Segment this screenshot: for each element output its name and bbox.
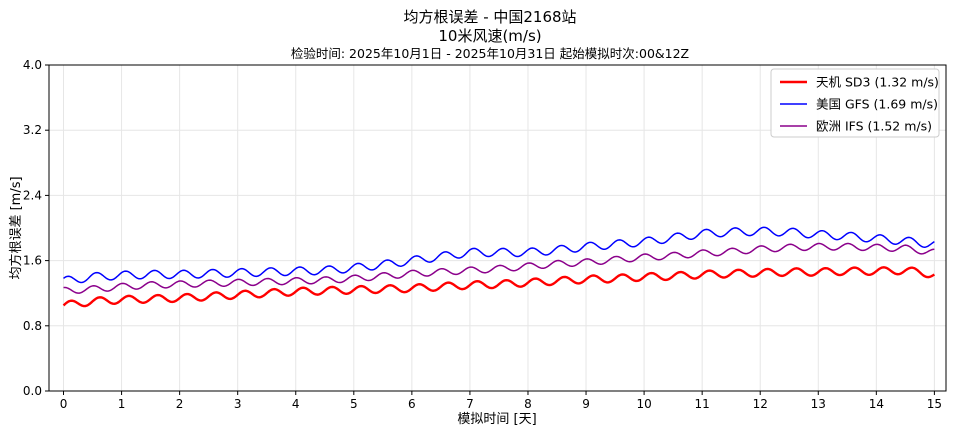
- x-tick-label: 8: [524, 397, 532, 411]
- x-tick-label: 2: [176, 397, 184, 411]
- legend-label-2: 欧洲 IFS (1.52 m/s): [816, 119, 932, 134]
- series-line-0: [62, 266, 936, 308]
- x-tick-label: 7: [466, 397, 474, 411]
- x-tick-label: 10: [636, 397, 651, 411]
- y-tick-label: 0.0: [23, 384, 42, 398]
- axis-ticks: 0 1 2 3 4 5 6 7 8 9 10 11 12 13 14 150.00.81.62.43.24.0: [23, 58, 942, 411]
- chart-title: 均方根误差 - 中国2168站: [403, 8, 576, 26]
- y-tick-label: 1.6: [23, 254, 42, 268]
- x-tick-label: 6: [408, 397, 416, 411]
- y-tick-label: 3.2: [23, 123, 42, 137]
- x-tick-label: 3: [234, 397, 242, 411]
- legend-label-1: 美国 GFS (1.69 m/s): [816, 97, 938, 112]
- series-lines: [62, 226, 936, 308]
- chart-subtitle: 10米风速(m/s): [438, 27, 541, 45]
- series-line-1: [63, 226, 935, 284]
- y-tick-label: 0.8: [23, 319, 42, 333]
- x-tick-label: 1: [118, 397, 126, 411]
- legend-box: [770, 68, 940, 138]
- x-tick-label: 15: [927, 397, 942, 411]
- x-tick-label: 0: [60, 397, 68, 411]
- y-tick-label: 2.4: [23, 188, 42, 202]
- series-line-2: [63, 242, 935, 294]
- x-tick-label: 13: [811, 397, 826, 411]
- x-tick-label: 4: [292, 397, 300, 411]
- plot-frame: [48, 64, 947, 392]
- y-axis-label: 均方根误差 [m/s]: [8, 176, 24, 279]
- legend-label-0: 天机 SD3 (1.32 m/s): [816, 75, 939, 90]
- x-tick-label: 14: [869, 397, 884, 411]
- x-tick-label: 11: [695, 397, 710, 411]
- y-tick-label: 4.0: [23, 58, 42, 72]
- x-tick-label: 5: [350, 397, 358, 411]
- x-axis-label: 模拟时间 [天]: [457, 412, 536, 427]
- chart-caption: 检验时间: 2025年10月1日 - 2025年10月31日 起始模拟时次:00…: [291, 46, 689, 61]
- x-tick-label: 9: [582, 397, 590, 411]
- x-tick-label: 12: [753, 397, 768, 411]
- legend: 天机 SD3 (1.32 m/s) 美国 GFS (1.69 m/s) 欧洲 IFS…: [770, 68, 940, 138]
